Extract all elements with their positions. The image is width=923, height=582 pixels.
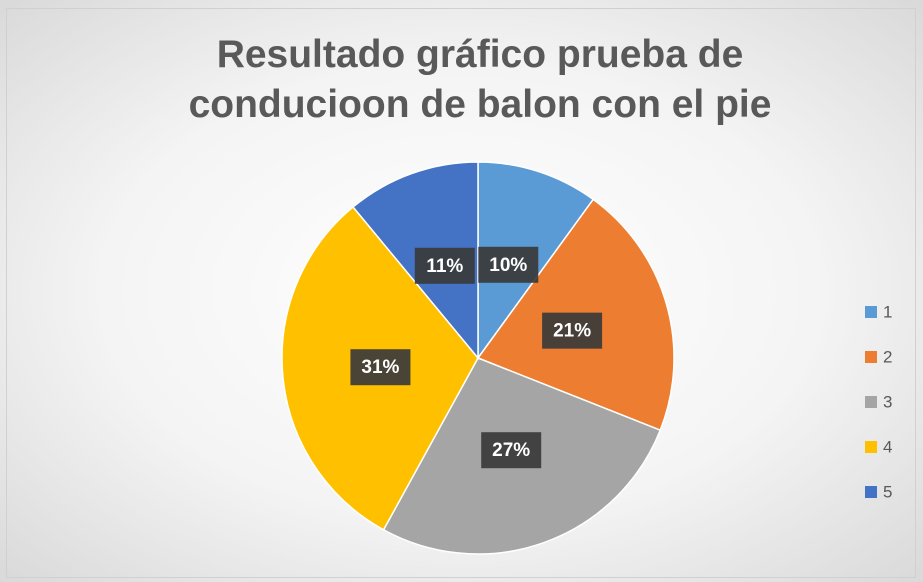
legend-label: 2 xyxy=(883,347,892,366)
data-label-box xyxy=(350,349,411,386)
data-label-box xyxy=(481,432,542,469)
legend-label: 4 xyxy=(883,437,892,456)
data-label: 21% xyxy=(553,321,591,342)
legend-label: 5 xyxy=(883,482,892,501)
legend-swatch xyxy=(865,351,877,363)
legend-swatch xyxy=(865,396,877,408)
legend-label: 3 xyxy=(883,392,892,411)
legend-swatch xyxy=(865,441,877,453)
data-label: 31% xyxy=(361,357,399,378)
chart-frame xyxy=(6,8,916,578)
data-label-box xyxy=(414,247,475,284)
legend-swatch xyxy=(865,306,877,318)
legend-swatch xyxy=(865,486,877,498)
data-label-box xyxy=(478,246,539,283)
legend-label: 1 xyxy=(883,302,892,321)
data-label: 10% xyxy=(489,255,527,276)
chart-title: Resultado gráfico prueba de conducioon d… xyxy=(188,33,772,126)
data-label: 27% xyxy=(492,440,530,461)
data-label: 11% xyxy=(426,256,463,277)
data-label-box xyxy=(542,312,603,349)
